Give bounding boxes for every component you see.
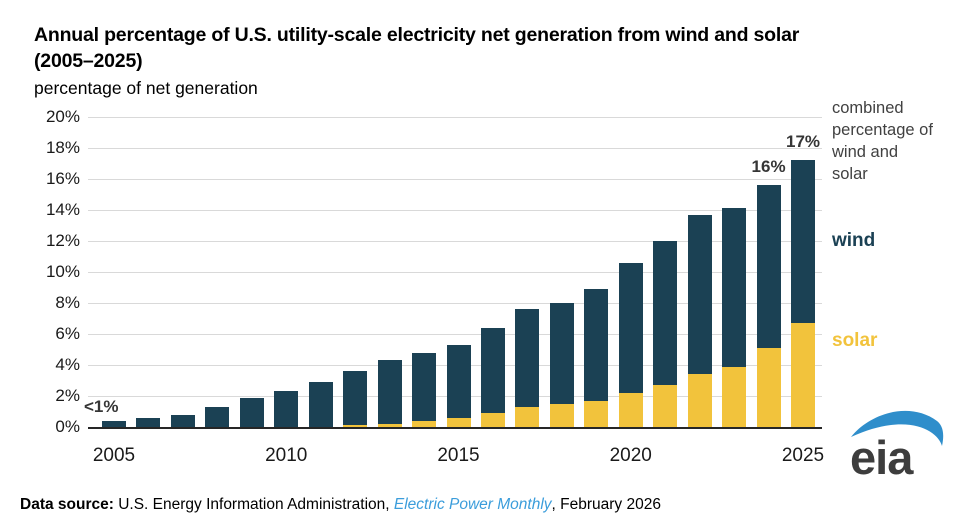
y-tick-label: 2% xyxy=(55,386,80,405)
bar-solar-2020 xyxy=(618,392,643,427)
chart-title-line1: Annual percentage of U.S. utility-scale … xyxy=(34,24,800,46)
gridline xyxy=(88,334,822,335)
bar-solar-2012 xyxy=(343,425,368,427)
x-tick-label-2020: 2020 xyxy=(609,445,652,466)
bar-wind-2012 xyxy=(343,371,368,426)
bar-solar-2019 xyxy=(584,400,609,427)
y-tick-label: 18% xyxy=(45,138,80,157)
bar-solar-2017 xyxy=(515,406,540,427)
x-tick-label-2005: 2005 xyxy=(92,445,136,466)
bar-solar-2014 xyxy=(412,420,437,427)
annotation-2025: 17% xyxy=(785,132,821,152)
annotation-2024: 16% xyxy=(751,157,786,177)
eia-logo-graphic: eia xyxy=(850,410,944,484)
bar-wind-2010 xyxy=(274,391,299,427)
bar-wind-2018 xyxy=(549,303,574,404)
bar-wind-2022 xyxy=(687,214,712,375)
gridline xyxy=(88,241,822,242)
gridline xyxy=(88,179,822,180)
y-tick-label: 10% xyxy=(45,262,80,281)
eia-logo: eia xyxy=(846,406,950,484)
y-tick-label: 20% xyxy=(45,107,80,126)
legend-combined-label: combined percentage of wind and solar xyxy=(832,99,933,183)
bar-solar-2025 xyxy=(791,323,815,427)
annotation-2005: <1% xyxy=(84,396,119,416)
bar-wind-2023 xyxy=(722,208,747,367)
y-tick-label: 0% xyxy=(55,417,80,436)
title-block: Annual percentage of U.S. utility-scale … xyxy=(34,22,934,100)
bar-solar-2022 xyxy=(687,374,712,427)
bar-wind-2011 xyxy=(308,382,333,427)
bar-solar-2021 xyxy=(653,385,678,427)
y-tick-label: 16% xyxy=(45,169,80,188)
bar-wind-2019 xyxy=(584,289,609,401)
bar-wind-2015 xyxy=(446,344,471,418)
eia-logo-text: eia xyxy=(850,431,914,484)
data-source-label: Data source: xyxy=(20,496,114,513)
legend-solar-label: solar xyxy=(832,330,878,351)
bar-wind-2009 xyxy=(239,397,264,427)
bar-solar-2024 xyxy=(756,347,781,427)
data-source-line: Data source: U.S. Energy Information Adm… xyxy=(20,496,661,514)
bar-wind-2005 xyxy=(102,420,126,427)
y-axis-labels: 0% 2% 4% 6% 8% 10% 12% 14% 16% 18% 20% xyxy=(0,107,80,436)
x-tick-label-2010: 2010 xyxy=(265,445,308,466)
bar-wind-2025 xyxy=(791,160,815,324)
x-tick-label-2025: 2025 xyxy=(781,445,825,466)
y-tick-label: 12% xyxy=(45,231,80,250)
gridline xyxy=(88,148,822,149)
bar-wind-2016 xyxy=(480,327,505,414)
bar-wind-2006 xyxy=(136,417,161,427)
gridline xyxy=(88,117,822,118)
bar-solar-2016 xyxy=(480,413,505,427)
bar-wind-2008 xyxy=(205,406,230,427)
bar-solar-2013 xyxy=(377,423,402,427)
bar-wind-2024 xyxy=(756,185,781,348)
x-axis-labels: 2005 2010 2015 2020 2025 xyxy=(88,117,824,466)
bar-solar-2018 xyxy=(549,403,574,427)
x-tick-label-2015: 2015 xyxy=(437,445,480,466)
bar-wind-2017 xyxy=(515,309,540,407)
bar-solar-2023 xyxy=(722,366,747,427)
gridline xyxy=(88,210,822,211)
publication-link[interactable]: Electric Power Monthly xyxy=(393,496,552,513)
y-tick-label: 4% xyxy=(55,355,80,374)
bar-wind-2007 xyxy=(170,414,195,427)
y-tick-label: 6% xyxy=(55,324,80,343)
legend-wind-label: wind xyxy=(832,230,876,251)
data-source-org: U.S. Energy Information Administration, xyxy=(113,496,394,513)
gridline xyxy=(88,303,822,304)
plot-area: <1% 16% 17% xyxy=(84,117,822,429)
y-tick-label: 14% xyxy=(45,200,80,219)
gridline xyxy=(88,272,822,273)
chart-title-line2: (2005–2025) xyxy=(34,50,143,72)
chart-subtitle: percentage of net generation xyxy=(34,78,258,98)
bar-wind-2013 xyxy=(377,360,402,424)
bar-wind-2014 xyxy=(412,352,437,421)
eia-swoosh-icon xyxy=(851,410,944,446)
data-source-date: , February 2026 xyxy=(551,496,661,513)
y-tick-label: 8% xyxy=(55,293,80,312)
bar-wind-2021 xyxy=(653,241,678,386)
bar-wind-2020 xyxy=(618,262,643,393)
bar-solar-2015 xyxy=(446,417,471,427)
